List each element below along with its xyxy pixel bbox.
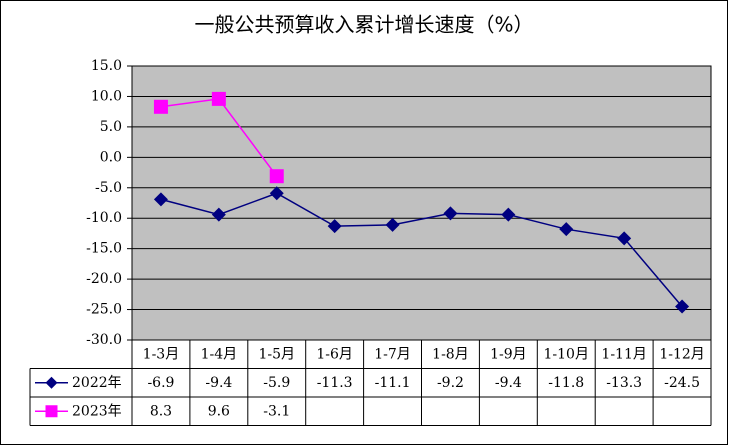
table-value: -9.4	[495, 375, 522, 391]
point	[269, 186, 284, 201]
point	[385, 217, 400, 232]
point	[675, 299, 690, 314]
table-value: -3.1	[263, 403, 290, 419]
table-value: -9.4	[205, 375, 232, 391]
point	[443, 206, 458, 221]
x-tick-label: 1-8月	[432, 346, 469, 362]
table-value: -9.2	[437, 375, 464, 391]
y-tick-label: -30.0	[86, 332, 122, 348]
x-tick-label: 1-9月	[490, 346, 527, 362]
x-tick-label: 1-3月	[143, 346, 180, 362]
table-value: -6.9	[147, 375, 174, 391]
point	[153, 99, 168, 114]
point	[153, 192, 168, 207]
point	[617, 231, 632, 246]
point	[211, 91, 226, 106]
x-tick-label: 1-11月	[601, 346, 646, 362]
y-tick-label: -10.0	[86, 210, 122, 226]
x-tick-label: 1-12月	[659, 346, 704, 362]
table-value: 8.3	[150, 403, 172, 419]
table-value: -5.9	[263, 375, 290, 391]
legend-marker	[45, 376, 58, 389]
x-tick-label: 1-5月	[258, 346, 295, 362]
table-value: -13.3	[606, 375, 642, 391]
y-tick-label: -15.0	[86, 241, 122, 257]
table-value: -11.1	[375, 375, 411, 391]
x-tick-label: 1-4月	[201, 346, 238, 362]
chart-title: 一般公共预算收入累计增长速度（%）	[194, 13, 533, 37]
y-tick-label: 15.0	[91, 58, 122, 74]
legend-label: 2023年	[72, 403, 122, 419]
plot-area	[131, 65, 712, 341]
legend-label: 2022年	[72, 375, 122, 391]
point	[211, 207, 226, 222]
table-value: -11.3	[317, 375, 353, 391]
point	[269, 169, 284, 184]
y-tick-label: 10.0	[91, 88, 122, 104]
y-tick-label: 0.0	[100, 149, 122, 165]
table-value: 9.6	[208, 403, 230, 419]
x-tick-label: 1-7月	[374, 346, 411, 362]
y-tick-label: -20.0	[86, 271, 122, 287]
y-tick-label: -5.0	[95, 180, 122, 196]
point	[559, 222, 574, 237]
x-tick-label: 1-10月	[544, 346, 589, 362]
x-tick-label: 1-6月	[316, 346, 353, 362]
y-tick-label: -25.0	[86, 302, 122, 318]
point	[501, 207, 516, 222]
table-value: -11.8	[548, 375, 584, 391]
legend-marker	[45, 405, 58, 418]
point	[327, 219, 342, 234]
table-value: -24.5	[664, 375, 700, 391]
y-tick-label: 5.0	[100, 119, 122, 135]
series-line	[160, 192, 683, 307]
